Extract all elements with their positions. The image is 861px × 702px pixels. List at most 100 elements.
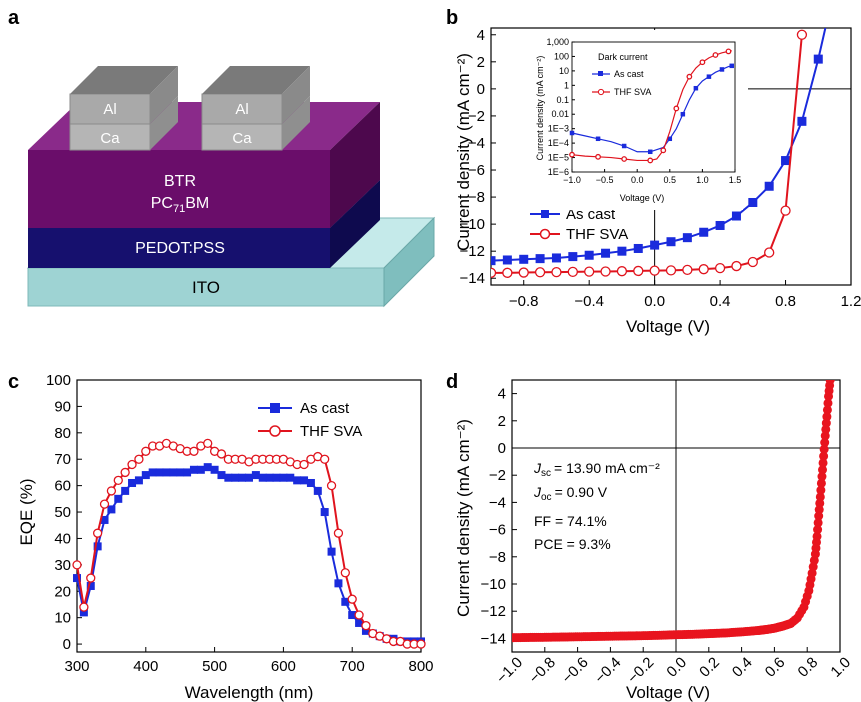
panel-b-inset: −1.0 −0.5 0.0 0.5 1.0 1.5 1E−6 1E−5 1E−4 1E−3 0.01… xyxy=(536,30,743,210)
inset-xtick-label: 1.5 xyxy=(729,175,742,185)
inset-ytick-label: 0.01 xyxy=(551,109,569,119)
legend-b-thf-label: THF SVA xyxy=(566,226,628,243)
panel-c-ytick-label: 10 xyxy=(54,610,71,627)
panel-c-data-point xyxy=(100,515,109,524)
panel-c-data-point xyxy=(299,459,309,470)
inset-legend: As cast THF SVA xyxy=(592,69,651,97)
inset-ytick-label: 1 xyxy=(564,80,569,90)
inset-data-point xyxy=(621,143,627,149)
panel-b-data-point xyxy=(747,256,758,268)
panel-d-series xyxy=(512,380,835,643)
panel-c-data-point xyxy=(127,459,137,470)
panel-b-data-point xyxy=(600,266,611,277)
inset-data-point xyxy=(667,136,673,142)
panel-b-data-point xyxy=(714,262,726,274)
panel-d-data-point xyxy=(820,438,830,448)
panel-d-data-point xyxy=(822,412,832,422)
panel-c-data-point xyxy=(196,465,205,474)
panel-d-data-point xyxy=(818,465,828,475)
panel-c-data-point xyxy=(169,468,178,477)
panel-d-xtick-label: −0.8 xyxy=(526,654,559,687)
panel-d-plot: −1.0 −0.8 −0.6 −0.4 −0.2 0.0 0.2 0.4 0.6 0.8 1.0 −1… xyxy=(481,379,854,687)
panel-c-series-ascast xyxy=(73,463,425,646)
panel-b-data-point xyxy=(682,264,693,276)
panel-c-data-point xyxy=(354,610,364,620)
panel-d-xtick-label: −0.4 xyxy=(592,654,625,687)
panel-c-data-point xyxy=(162,468,171,477)
btr-label: BTR xyxy=(164,173,196,190)
panel-b-data-point xyxy=(748,197,758,207)
panel-b: b −0.8 −0.4 0.0 0.4 0.8 1.2 −14 −12 −10 −8 −6 −4 −2 0… xyxy=(446,7,861,336)
inset-data-point xyxy=(569,130,575,136)
panel-d-ytick-label: −6 xyxy=(489,522,506,539)
pedot-layer-front xyxy=(28,228,330,268)
panel-d-data-point xyxy=(823,398,833,408)
panel-d-data-point xyxy=(816,478,826,488)
al-label-left: Al xyxy=(103,101,116,118)
panel-c-data-point xyxy=(272,473,281,482)
inset-ytick-label: 100 xyxy=(554,51,569,61)
panel-b-xtick-label: 1.2 xyxy=(841,293,861,310)
jsc-annotation: Jsc = 13.90 mA cm⁻² xyxy=(533,460,660,479)
panel-c-data-point xyxy=(326,480,337,491)
panel-letter-c: c xyxy=(8,371,19,393)
panel-c-ytick-label: 80 xyxy=(54,425,71,442)
panel-d-ytick-label: −14 xyxy=(481,630,506,647)
panel-b-data-point xyxy=(665,265,677,276)
panel-d-data-point xyxy=(825,380,835,385)
panel-d-xtick-label: −0.2 xyxy=(624,654,657,687)
inset-data-point xyxy=(647,157,654,164)
panel-c-data-point xyxy=(107,505,116,514)
panel-c-data-point xyxy=(176,468,185,477)
panel-d-data-point xyxy=(819,451,829,461)
panel-c-data-point xyxy=(320,454,330,464)
pedot-layer-side xyxy=(330,180,380,268)
panel-d-xtick-label: 1.0 xyxy=(827,654,854,681)
panel-c-data-point xyxy=(361,620,371,631)
inset-data-point xyxy=(673,105,680,112)
inset-xtick-label: −1.0 xyxy=(563,175,581,185)
panel-b-ytick-label: −10 xyxy=(460,216,485,233)
al-side-left xyxy=(150,66,178,124)
inset-background xyxy=(536,30,743,210)
inset-data-point xyxy=(712,52,719,58)
panel-c-ytick-label: 60 xyxy=(54,478,71,495)
panel-b-data-point xyxy=(534,267,546,278)
panel-c-data-point xyxy=(73,574,81,583)
al-top-left xyxy=(70,66,178,94)
panel-c-data-point xyxy=(113,475,123,485)
panel-a: a ITO PEDOT:PSS BTR PC71BM Ca Al Ca Al xyxy=(8,7,436,308)
inset-data-point xyxy=(686,73,693,80)
panel-d-data-point xyxy=(813,518,823,528)
panel-d-xtick-label: 0.4 xyxy=(729,654,756,681)
panel-c-data-point xyxy=(334,579,343,588)
panel-c-data-point xyxy=(120,467,130,478)
panel-b-data-point xyxy=(781,156,791,166)
panel-d-xtick-label: −0.6 xyxy=(559,654,592,687)
panel-b-data-point xyxy=(502,267,513,278)
panel-b-data-point xyxy=(682,233,692,243)
panel-b-data-point xyxy=(617,246,627,256)
inset-ytick-label: 0.1 xyxy=(556,95,569,105)
inset-data-point xyxy=(660,147,667,154)
panel-c-xtick-label: 300 xyxy=(64,658,89,675)
inset-data-point xyxy=(621,156,628,162)
jsc-subscript: sc xyxy=(541,468,551,479)
panel-d-data-point xyxy=(819,444,829,454)
pcbm-label: PC71BM xyxy=(151,195,209,215)
panel-b-frame xyxy=(490,27,852,286)
panel-c-data-point xyxy=(134,476,143,485)
panel-b-data-point xyxy=(551,266,562,278)
panel-b-ytick-label: −6 xyxy=(468,162,485,179)
ca-side-left xyxy=(150,96,178,150)
panel-b-ytick-label: −2 xyxy=(468,108,485,125)
inset-data-point xyxy=(706,74,712,79)
inset-legend-ascast-marker xyxy=(598,71,603,76)
panel-d-ytick-label: 0 xyxy=(498,440,506,457)
legend-c-thf-label: THF SVA xyxy=(300,423,362,440)
inset-data-point xyxy=(647,149,653,155)
inset-xtick-label: 0.5 xyxy=(664,175,677,185)
panel-c-series-thf xyxy=(72,438,426,649)
panel-c-data-point xyxy=(134,454,144,464)
pcbm-label-subscript: 71 xyxy=(173,203,185,215)
